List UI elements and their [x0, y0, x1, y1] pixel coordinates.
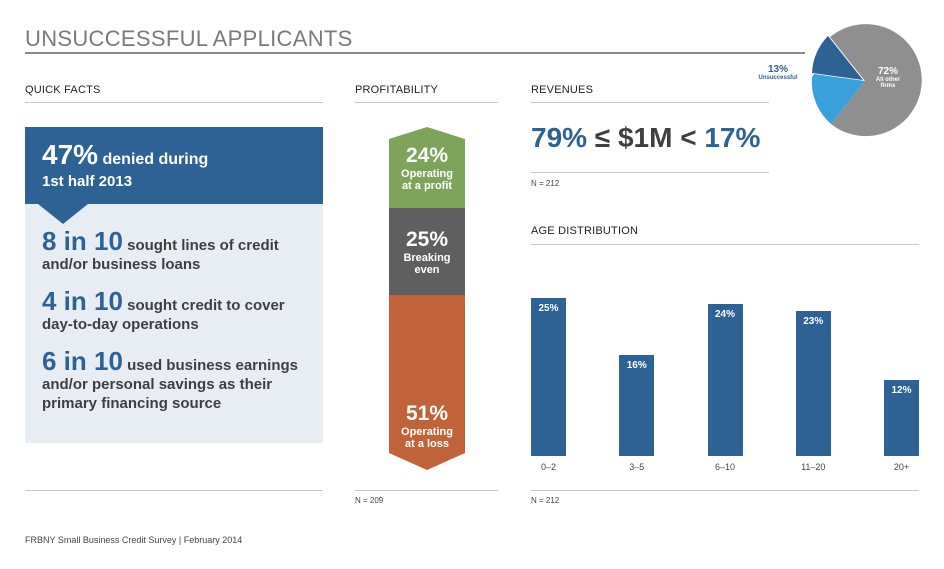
profitability-rule	[355, 102, 498, 103]
age-tick-label: 6–10	[714, 462, 736, 472]
quick-facts-panel: 8 in 10 sought lines of credit and/or bu…	[25, 204, 323, 443]
fact-lines-of-credit: 8 in 10 sought lines of credit and/or bu…	[42, 226, 279, 273]
pie-slice-middle	[811, 74, 865, 124]
age-distribution-n: N = 212	[531, 496, 560, 505]
footer-source: FRBNY Small Business Credit Survey | Feb…	[25, 535, 243, 545]
quick-facts-rule	[25, 102, 323, 103]
loss-label: 51% Operating at a loss	[401, 402, 453, 450]
callout-notch	[38, 204, 88, 224]
profit-segment	[389, 127, 465, 208]
fact-primary-financing: 6 in 10 used business earnings and/or pe…	[42, 346, 298, 412]
revenues-bottom-rule	[531, 172, 769, 173]
age-distribution-bottom-rule	[531, 490, 919, 491]
quick-facts-bottom-rule	[25, 490, 323, 491]
profitability-bottom-rule	[355, 490, 498, 491]
pie-slice-other	[830, 24, 922, 137]
revenue-split: 79% ≤ $1M < 17%	[531, 122, 761, 153]
age-bar-value-label: 12%	[891, 385, 912, 397]
pie-other-label: 72% All other firms	[875, 66, 901, 89]
share-pie-chart	[811, 24, 922, 137]
fact-day-to-day: 4 in 10 sought credit to cover day-to-da…	[42, 286, 285, 333]
revenues-heading: REVENUES	[531, 84, 594, 96]
denied-stat: 47% denied during	[42, 139, 209, 170]
profitability-n: N = 209	[355, 496, 384, 505]
revenues-n: N = 212	[531, 179, 560, 188]
pie-unsuccessful-label: 13% Unsuccessful	[758, 64, 798, 81]
age-bar-value-label: 24%	[714, 309, 735, 321]
age-bar-4	[884, 380, 919, 456]
quick-facts-heading: QUICK FACTS	[25, 84, 101, 96]
age-tick-label: 0–2	[540, 462, 557, 472]
denied-callout: 47% denied during 1st half 2013	[25, 127, 323, 204]
profitability-heading: PROFITABILITY	[355, 84, 439, 96]
age-bar-value-label: 25%	[538, 303, 559, 314]
pie-slice-unsuccessful	[812, 36, 863, 80]
age-tick-label: 11–20	[801, 462, 826, 472]
title-divider	[25, 52, 805, 54]
break-even-label: 25% Breaking even	[403, 228, 451, 276]
age-bar-3	[795, 310, 831, 456]
age-distribution-rule	[531, 244, 919, 245]
age-bar-2	[707, 304, 743, 456]
age-bar-value-label: 23%	[803, 315, 824, 327]
age-tick-label: 20+	[893, 462, 910, 472]
age-distribution-heading: AGE DISTRIBUTION	[531, 225, 639, 237]
break-even-segment	[389, 208, 465, 295]
age-bar-value-label: 16%	[626, 359, 647, 371]
denied-period: 1st half 2013	[42, 173, 133, 190]
loss-segment	[389, 295, 465, 470]
age-bar-1	[619, 354, 655, 456]
revenues-rule	[531, 102, 769, 103]
page-title: UNSUCCESSFUL APPLICANTS	[25, 26, 353, 51]
age-bar-0	[531, 298, 566, 456]
profit-label: 24% Operating at a profit	[401, 144, 453, 192]
profitability-stack	[389, 127, 465, 470]
age-tick-label: 3–5	[629, 462, 645, 472]
